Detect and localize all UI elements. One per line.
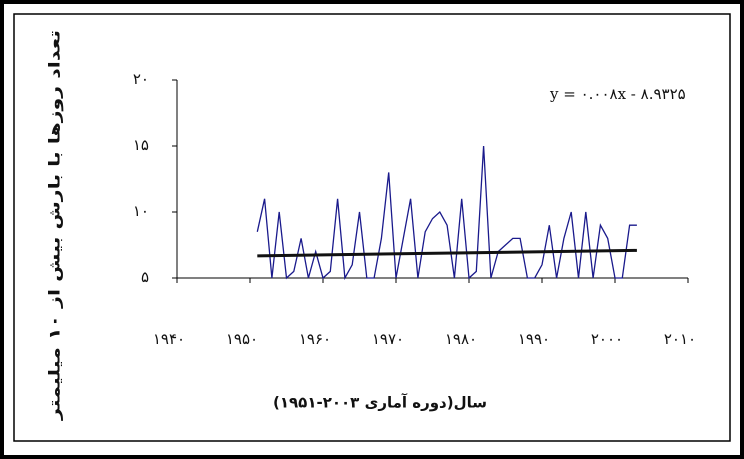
- x-tick-label: ۱۹۴۰: [153, 330, 185, 348]
- annotation: y = ۰.۰۰۸x - ۸.۹۳۲۵: [549, 85, 686, 103]
- x-tick-label: ۱۹۷۰: [372, 330, 404, 348]
- x-tick-label: ۱۹۵۰: [226, 330, 258, 348]
- inner-frame: [13, 13, 731, 442]
- data-line: [256, 145, 637, 281]
- y-tick-label: ۲۰: [133, 70, 149, 88]
- x-axis-title: سال(دوره آماری ۲۰۰۳-۱۹۵۱): [273, 394, 487, 412]
- y-axis-title: تعداد روزها با بارش بیش از ۱۰ میلیمتر: [46, 30, 64, 421]
- x-tick-label: ۱۹۶۰: [299, 330, 331, 348]
- x-tick-label: ۱۹۹۰: [518, 330, 550, 348]
- x-tick-label: ۱۹۸۰: [445, 330, 477, 348]
- y-tick-label: ۵: [141, 268, 149, 286]
- trend-line: [257, 248, 637, 258]
- x-tick-label: ۲۰۱۰: [664, 330, 696, 348]
- y-axis-title-group: تعداد روزها با بارش بیش از ۱۰ میلیمتر: [46, 30, 64, 421]
- y-tick-label: ۱۰: [133, 202, 149, 220]
- x-tick-label: ۲۰۰۰: [591, 330, 623, 348]
- y-tick-label: ۱۵: [133, 136, 149, 154]
